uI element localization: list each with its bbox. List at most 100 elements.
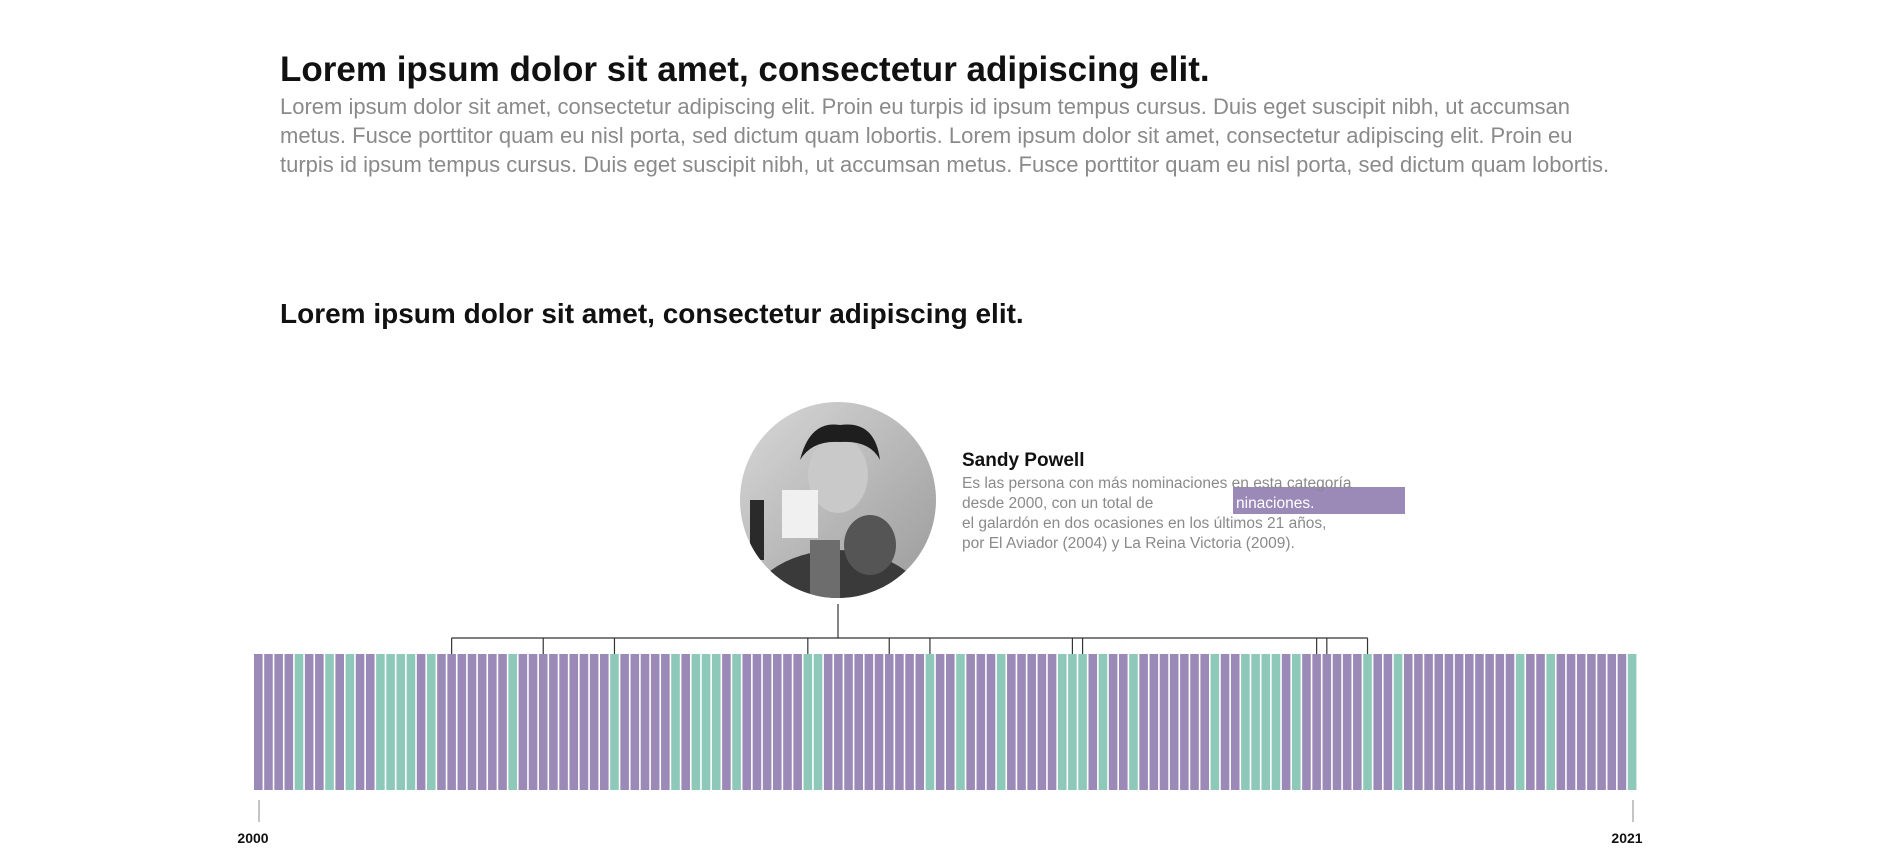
bar-nominee xyxy=(569,654,579,790)
bar-nominee xyxy=(823,654,833,790)
bar-nominee xyxy=(834,654,843,790)
bar-nominee xyxy=(254,654,263,790)
bar-nominee xyxy=(498,654,507,790)
bar-nominee xyxy=(274,654,283,790)
portrait-photo xyxy=(740,402,936,598)
bar-winner xyxy=(711,654,721,790)
bar-nominee xyxy=(447,654,456,790)
bar-nominee xyxy=(1007,654,1016,790)
bar-winner xyxy=(345,654,355,790)
bar-nominee xyxy=(1220,654,1230,790)
bar-winner xyxy=(1271,654,1281,790)
intro-body: Lorem ipsum dolor sit amet, consectetur … xyxy=(280,94,1610,177)
bar-nominee xyxy=(1149,654,1159,790)
bar-nominee xyxy=(630,654,640,790)
bar-nominee xyxy=(1180,654,1189,790)
bar-winner xyxy=(1057,654,1067,790)
bar-nominee xyxy=(1139,654,1148,790)
bar-nominee xyxy=(966,654,975,790)
bar-winner xyxy=(1546,654,1555,790)
intro-block: Lorem ipsum dolor sit amet, consectetur … xyxy=(280,48,1610,179)
bar-nominee xyxy=(559,654,568,790)
bar-winner xyxy=(1393,654,1403,790)
axis-label-start: 2000 xyxy=(237,830,268,846)
bar-winner xyxy=(508,654,517,790)
bar-nominee xyxy=(1556,654,1566,790)
intro-title: Lorem ipsum dolor sit amet, consectetur … xyxy=(280,50,1210,89)
bar-nominee xyxy=(986,654,996,790)
bar-nominee xyxy=(264,654,273,790)
bar-winner xyxy=(732,654,741,790)
bar-nominee xyxy=(315,654,324,790)
bar-nominee xyxy=(884,654,894,790)
bar-nominee xyxy=(895,654,904,790)
bar-nominee xyxy=(1424,654,1433,790)
bar-nominee xyxy=(650,654,660,790)
bar-nominee xyxy=(488,654,497,790)
bar-nominee xyxy=(467,654,477,790)
bar-nominee xyxy=(518,654,528,790)
bar-nominee xyxy=(1108,654,1118,790)
bar-nominee xyxy=(915,654,925,790)
bar-nominee xyxy=(1119,654,1128,790)
highlight-line-1: Es las persona con más nominaciones en e… xyxy=(962,475,1352,492)
bar-nominee xyxy=(1607,654,1617,790)
bar-winner xyxy=(325,654,334,790)
bar-nominee xyxy=(661,654,670,790)
highlight-line-3: el galardón en dos ocasiones en los últi… xyxy=(962,515,1327,532)
bar-nominee xyxy=(1332,654,1342,790)
bar-nominee xyxy=(1597,654,1606,790)
bar-nominee xyxy=(1403,654,1413,790)
bar-nominee xyxy=(365,654,375,790)
bar-winner xyxy=(1515,654,1525,790)
bar-nominee xyxy=(773,654,782,790)
bar-nominee xyxy=(1017,654,1026,790)
bar-nominee xyxy=(976,654,986,790)
bar-nominee xyxy=(1342,654,1352,790)
connector-lines xyxy=(451,604,1369,658)
bar-nominee xyxy=(854,654,863,790)
axis-label-end: 2021 xyxy=(1611,830,1642,846)
bar-nominee xyxy=(1088,654,1098,790)
bar-nominee xyxy=(1302,654,1311,790)
bar-nominee xyxy=(935,654,945,790)
bar-nominee xyxy=(477,654,487,790)
bar-winner xyxy=(386,654,395,790)
bar-nominee xyxy=(1027,654,1036,790)
bar-nominee xyxy=(1037,654,1047,790)
bar-winner xyxy=(294,654,304,790)
bar-winner xyxy=(427,654,436,790)
bar-winner xyxy=(996,654,1006,790)
bar-nominee xyxy=(1414,654,1423,790)
bar-nominee xyxy=(304,654,314,790)
bar-winner xyxy=(396,654,406,790)
bar-nominee xyxy=(437,654,446,790)
highlight-name: Sandy Powell xyxy=(962,450,1084,471)
bar-nominee xyxy=(640,654,650,790)
bar-winner xyxy=(1068,654,1077,790)
bar-nominee xyxy=(1190,654,1199,790)
bar-winner xyxy=(1241,654,1250,790)
bar-nominee xyxy=(416,654,426,790)
bar-winner xyxy=(803,654,813,790)
bar-nominee xyxy=(538,654,548,790)
bar-nominee xyxy=(864,654,874,790)
bar-winner xyxy=(610,654,619,790)
bar-nominee xyxy=(742,654,752,790)
bar-nominee xyxy=(549,654,558,790)
bar-nominee xyxy=(844,654,853,790)
bar-nominee xyxy=(752,654,762,790)
bar-winner xyxy=(376,654,385,790)
bar-nominee xyxy=(1454,654,1464,790)
bar-winner xyxy=(956,654,965,790)
bar-nominee xyxy=(722,654,731,790)
bar-nominee xyxy=(1587,654,1596,790)
bar-nominee xyxy=(1434,654,1444,790)
bar-nominee xyxy=(793,654,802,790)
bar-winner xyxy=(1129,654,1138,790)
bar-winner xyxy=(1210,654,1220,790)
bar-nominee xyxy=(355,654,365,790)
bar-nominee xyxy=(1047,654,1057,790)
bar-nominee xyxy=(1526,654,1535,790)
